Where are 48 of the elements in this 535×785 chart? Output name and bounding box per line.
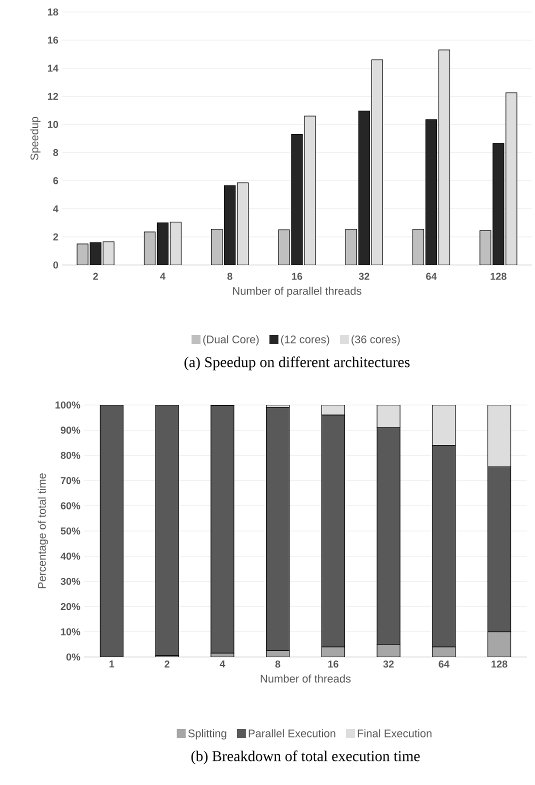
legend-label: Splitting [188,729,226,740]
legend-label: (Dual Core) [203,335,259,346]
x-tick-label: 4 [220,660,226,668]
y-tick-label: 8 [53,149,58,156]
x-tick-label: 64 [438,660,450,668]
text: (a) Speedup on different architectures [184,356,410,370]
x-tick-label: 4 [160,272,166,280]
y-tick-label: 80% [60,452,80,459]
y-tick-label: 14 [48,64,58,72]
x-tick-label: 16 [328,660,338,668]
y-tick-label: 16 [48,36,58,44]
y-tick-label: 6 [53,177,58,184]
y-tick-label: 10 [48,120,58,128]
y-tick-label: 70% [60,477,80,484]
y-tick-label: 4 [53,205,58,212]
x-tick-label: 128 [490,272,506,280]
text: (b) Breakdown of total execution time [191,750,420,764]
y-tick-label: 50% [60,527,80,535]
x-tick-label: 128 [492,660,508,668]
legend-label: Parallel Execution [248,729,336,738]
x-axis-title: Number of parallel threads [233,286,362,298]
y-tick-label: 0% [66,653,80,661]
x-tick-label: 2 [164,660,170,668]
y-tick-label: 90% [60,426,80,434]
y-axis-title: Speedup [30,116,40,160]
y-tick-label: 18 [48,8,58,16]
x-tick-label: 16 [292,272,302,280]
x-tick-label: 32 [383,660,394,668]
y-tick-label: 60% [60,502,80,510]
x-axis-title: Number of threads [260,674,351,683]
x-tick-label: 2 [93,272,98,280]
x-tick-label: 32 [358,272,370,280]
y-tick-label: 0 [53,261,58,269]
y-tick-label: 40% [60,552,80,560]
y-tick-label: 100% [56,401,80,409]
y-tick-label: 10% [61,628,80,636]
x-tick-label: 8 [275,660,280,668]
y-axis-title: Percentage of total time [38,473,48,588]
y-tick-label: 12 [48,92,58,100]
x-tick-label: 8 [227,272,232,280]
y-tick-label: 20% [60,603,80,610]
legend-label: Final Execution [358,729,432,738]
legend-label: (12 cores) [281,335,330,346]
legend-label: (36 cores) [352,335,400,346]
y-tick-label: 2 [53,233,58,240]
x-tick-label: 64 [426,272,437,280]
y-tick-label: 30% [60,578,80,585]
x-tick-label: 1 [110,660,114,668]
